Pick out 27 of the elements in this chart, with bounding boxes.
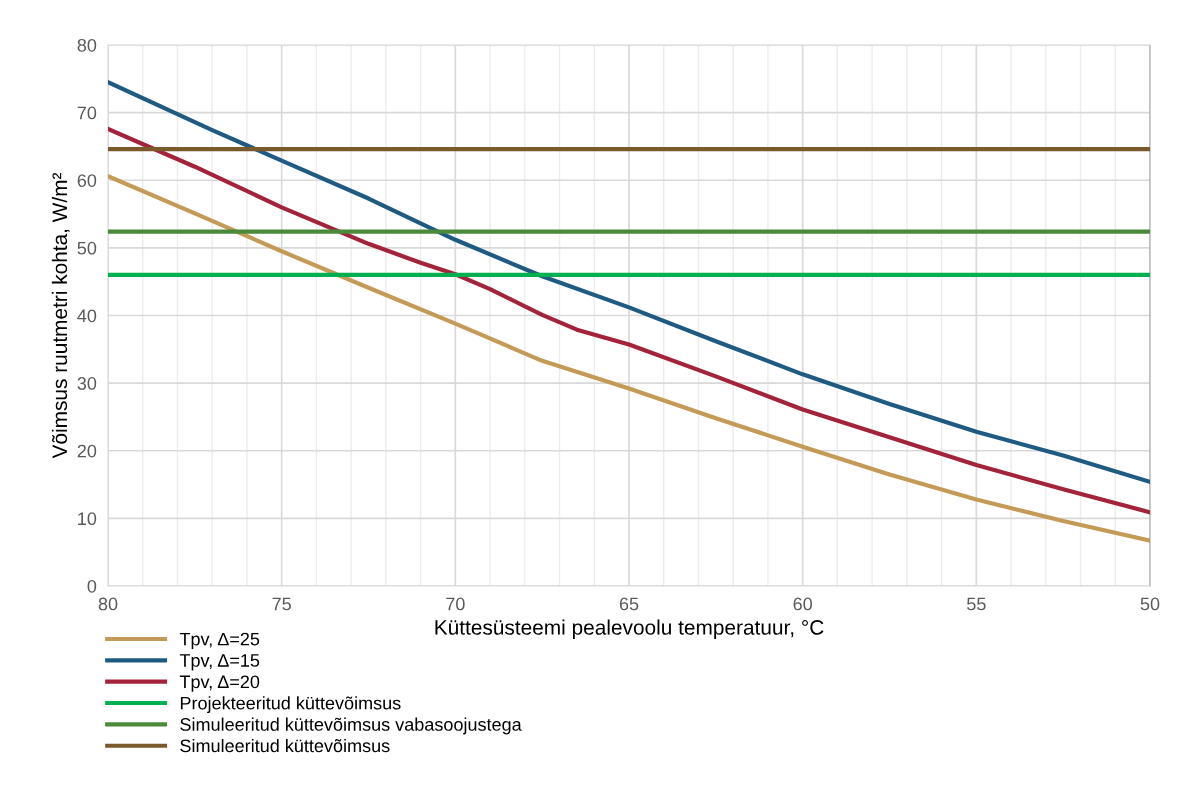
legend-label: Tpv, Δ=20 — [179, 675, 260, 692]
legend-label: Projekteeritud küttevõimsus — [180, 696, 401, 714]
x-tick-label: 70 — [446, 597, 465, 611]
y-tick-label: 40 — [77, 309, 97, 323]
y-tick-label: 30 — [77, 377, 97, 390]
x-axis-title: Küttesüsteemi pealevoolu temperatuur, °C — [435, 619, 824, 639]
line-series — [108, 80, 1150, 484]
x-tick-label: 55 — [967, 597, 986, 611]
line-series — [108, 126, 1150, 515]
legend-label: Simuleeritud küttevõimsus — [180, 738, 390, 753]
x-tick-label: 60 — [793, 597, 812, 611]
legend-label: Simuleeritud küttevõimsus vabasoojustega — [180, 717, 522, 735]
line-series — [108, 174, 1150, 543]
y-tick-label: 10 — [78, 512, 97, 526]
y-tick-label: 50 — [77, 241, 97, 255]
x-tick-label: 50 — [1140, 597, 1160, 611]
y-tick-label: 80 — [77, 38, 97, 52]
y-tick-label: 70 — [77, 106, 97, 120]
legend-label: Tpv, Δ=25 — [179, 632, 260, 650]
x-tick-label: 75 — [272, 597, 291, 611]
legend-label: Tpv, Δ=15 — [179, 654, 260, 671]
y-axis-title: Võimsus ruutmetri kohta, W/m² — [51, 172, 70, 459]
y-tick-label: 60 — [77, 174, 97, 187]
x-tick-label: 80 — [98, 597, 118, 611]
x-tick-label: 65 — [619, 597, 639, 611]
y-tick-label: 0 — [87, 579, 97, 593]
y-tick-label: 20 — [77, 444, 97, 458]
